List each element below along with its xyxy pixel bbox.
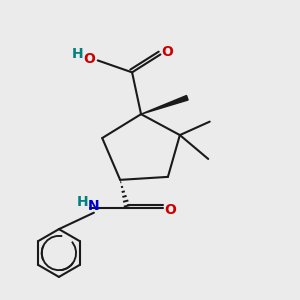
Text: O: O bbox=[161, 45, 173, 59]
Text: N: N bbox=[88, 199, 100, 213]
Text: O: O bbox=[164, 203, 176, 217]
Text: H: H bbox=[72, 47, 83, 61]
Text: H: H bbox=[77, 195, 88, 209]
Text: O: O bbox=[83, 52, 95, 66]
Polygon shape bbox=[141, 95, 188, 114]
